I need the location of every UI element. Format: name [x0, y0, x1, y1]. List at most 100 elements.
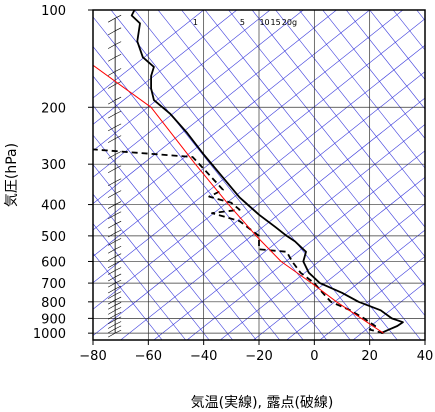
adiabat-line [93, 10, 271, 152]
mixing-ratio-line [298, 10, 425, 169]
mixing-ratio-lines [93, 10, 425, 340]
mixing-ratio-label: 1 [193, 18, 198, 27]
wind-barb [114, 238, 122, 242]
mixing-ratio-line [251, 10, 425, 228]
mixing-ratio-line [181, 10, 425, 317]
mixing-ratio-line [134, 10, 398, 340]
mixing-ratio-line [93, 193, 210, 340]
wind-barb [114, 220, 122, 225]
x-tick-label: 0 [310, 349, 318, 364]
adiabat-line [120, 97, 425, 340]
wind-barb [114, 285, 122, 290]
adiabat-line [93, 10, 238, 125]
wind-barb [107, 310, 116, 315]
mixing-ratio-label: 5 [240, 18, 245, 27]
mixing-ratio-labels: 1 5 10 15 20g [193, 18, 297, 27]
wind-barb [107, 294, 116, 299]
wind-barb [114, 190, 122, 194]
wind-profile [107, 14, 122, 338]
mixing-ratio-line [93, 16, 351, 340]
adiabat-line [93, 44, 425, 310]
wind-barb [114, 296, 122, 301]
x-tick-label: −40 [190, 349, 217, 364]
reference-curve [93, 64, 384, 334]
mixing-ratio-line [93, 75, 304, 340]
y-tick-label: 500 [41, 230, 66, 245]
dewpoint-curve [93, 148, 384, 335]
wind-barb [114, 151, 122, 155]
y-tick-label: 200 [41, 101, 66, 116]
wind-barb [107, 168, 116, 174]
y-tick-label: 100 [41, 4, 66, 19]
wind-barb [107, 84, 116, 89]
wind-barb [114, 110, 122, 115]
wind-barb [107, 263, 116, 269]
wind-barb [114, 201, 122, 205]
wind-barb [114, 273, 122, 278]
adiabat-line [93, 71, 425, 336]
mixing-ratio-label: 10 [259, 18, 269, 27]
wind-barb [114, 307, 122, 311]
wind-barb [114, 53, 122, 58]
wind-barb [114, 178, 122, 183]
adiabat-line [93, 10, 204, 99]
wind-barb [107, 299, 116, 305]
grid [93, 10, 425, 340]
y-tick-label: 1000 [33, 327, 66, 342]
mixing-ratio-line [93, 252, 163, 340]
wind-barb [114, 279, 122, 284]
wind-barb [107, 314, 116, 320]
adiabat-line [153, 124, 425, 340]
adiabat-line [93, 10, 404, 257]
wind-barb [107, 319, 116, 325]
y-tick-label: 800 [41, 296, 66, 311]
wind-barb [107, 181, 116, 187]
wind-barb [107, 305, 116, 310]
wind-barb [107, 282, 116, 288]
wind-barb [107, 256, 116, 261]
wind-barb [107, 113, 116, 119]
wind-barb [114, 211, 122, 215]
y-tick-label: 700 [41, 277, 66, 292]
sounding-series [93, 10, 404, 335]
wind-barb [107, 223, 116, 229]
adiabat-line [186, 150, 425, 340]
wind-barb [114, 229, 122, 234]
adiabat-line [93, 10, 304, 178]
wind-barb [114, 291, 122, 295]
wind-barb [107, 193, 116, 198]
y-tick-label: 900 [41, 312, 66, 327]
mixing-ratio-line [93, 134, 257, 340]
wind-barb [114, 329, 122, 334]
mixing-ratio-line [157, 10, 422, 340]
wind-barb [114, 267, 122, 271]
wind-barb [114, 253, 122, 257]
wind-barb [107, 332, 116, 338]
wind-barb [114, 316, 122, 321]
adiabat-line [220, 176, 425, 340]
wind-barb [107, 56, 116, 62]
wind-barb [107, 288, 116, 294]
wind-barb [114, 27, 122, 32]
wind-barb [107, 324, 116, 329]
wind-barb [107, 328, 116, 334]
y-tick-label: 400 [41, 199, 66, 214]
y-tick-label: 600 [41, 255, 66, 270]
x-tick-label: −20 [245, 349, 272, 364]
adiabat-line [286, 229, 425, 340]
wind-barb [107, 99, 116, 105]
mixing-ratio-line [369, 10, 425, 80]
wind-barb [107, 232, 116, 238]
wind-barb [114, 325, 122, 330]
y-tick-label: 300 [41, 158, 66, 173]
wind-barb [107, 71, 116, 76]
mixing-ratio-line [110, 10, 375, 340]
adiabat-line [319, 256, 425, 340]
wind-barb [114, 311, 122, 316]
wind-barb [107, 154, 116, 159]
wind-barb [107, 30, 116, 36]
wind-barb [107, 204, 116, 209]
wind-barb [107, 276, 116, 282]
